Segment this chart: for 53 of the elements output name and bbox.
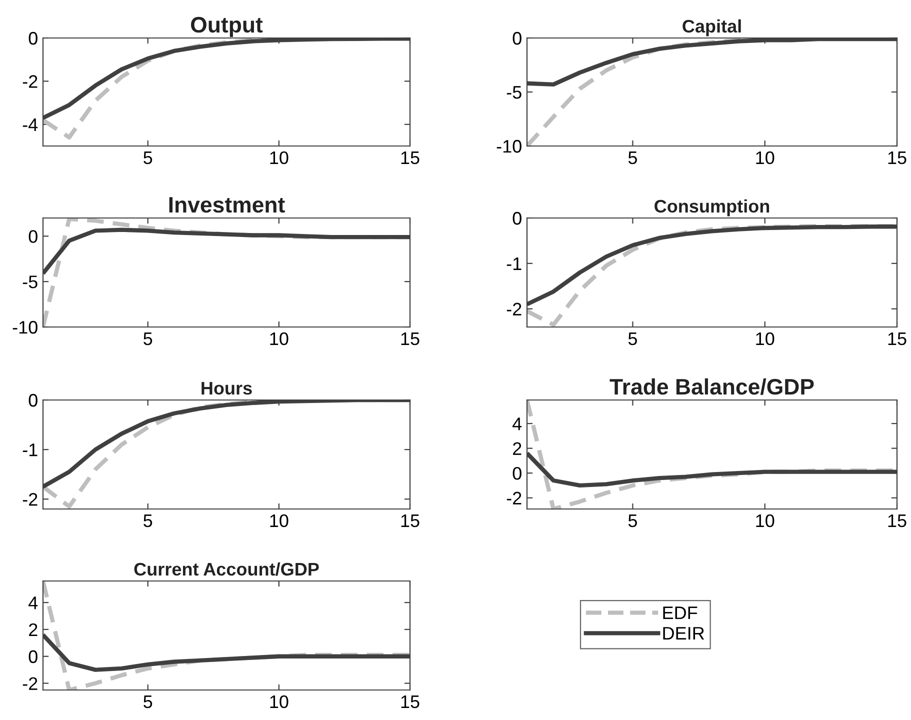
y-tick-label: -4 <box>22 118 38 131</box>
y-tick-label: 0 <box>512 212 522 225</box>
y-tick-label: -10 <box>496 140 522 153</box>
y-tick-label: -10 <box>12 320 38 334</box>
y-tick-label: -5 <box>22 276 38 288</box>
chart-title: Hours <box>202 382 252 395</box>
y-tick-label: -2 <box>22 493 38 506</box>
x-tick-label: 10 <box>270 695 288 708</box>
x-tick-label: 5 <box>144 332 152 346</box>
x-tick-label: 15 <box>401 514 420 528</box>
x-tick-label: 10 <box>270 151 288 164</box>
chart-title: Investment <box>169 197 285 213</box>
y-tick-label: 4 <box>512 418 522 430</box>
y-tick-label: -2 <box>22 677 38 690</box>
x-tick-label: 15 <box>888 332 906 346</box>
x-tick-label: 5 <box>144 514 152 528</box>
y-tick-label: -5 <box>506 86 522 99</box>
y-tick-label: 0 <box>28 230 38 243</box>
x-tick-label: 15 <box>401 696 420 708</box>
chart-title: Capital <box>682 19 741 36</box>
y-tick-label: 0 <box>512 467 522 480</box>
y-tick-label: -2 <box>506 302 522 316</box>
legend-label: DEIR <box>663 627 704 640</box>
y-tick-label: 0 <box>28 650 38 664</box>
x-tick-label: 15 <box>888 514 906 528</box>
y-tick-label: 4 <box>28 596 38 610</box>
legend-label: EDF <box>663 606 698 620</box>
x-tick-label: 15 <box>401 152 420 164</box>
chart-title: Current Account/GDP <box>134 562 319 576</box>
y-tick-label: -2 <box>506 492 522 504</box>
y-tick-label: 2 <box>513 442 522 455</box>
x-tick-label: 5 <box>628 514 637 528</box>
x-tick-label: 15 <box>888 152 906 164</box>
y-tick-label: -1 <box>506 258 522 270</box>
x-tick-label: 5 <box>628 332 637 346</box>
y-tick-label: -1 <box>22 444 38 456</box>
y-tick-label: 2 <box>29 623 38 636</box>
y-tick-label: 0 <box>28 32 38 45</box>
x-tick-label: 5 <box>144 696 152 708</box>
y-tick-label: 0 <box>512 32 522 45</box>
x-tick-label: 10 <box>756 151 774 164</box>
x-tick-label: 10 <box>270 332 288 346</box>
x-tick-label: 10 <box>270 514 288 528</box>
y-tick-label: -2 <box>22 75 38 88</box>
y-tick-label: 0 <box>28 394 38 407</box>
x-tick-label: 5 <box>628 152 637 164</box>
chart-title: Output <box>191 16 263 38</box>
x-tick-label: 10 <box>756 514 774 528</box>
x-tick-label: 15 <box>401 332 420 346</box>
chart-title: Consumption <box>654 199 770 216</box>
chart-title: Trade Balance/GDP <box>610 378 814 395</box>
x-tick-label: 10 <box>756 332 774 346</box>
x-tick-label: 5 <box>144 152 152 164</box>
